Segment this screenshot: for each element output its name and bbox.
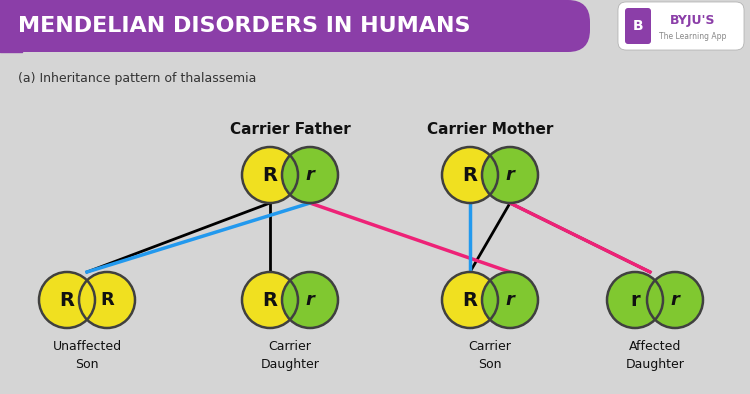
Text: Carrier Mother: Carrier Mother — [427, 122, 554, 137]
Text: R: R — [100, 291, 114, 309]
Text: R: R — [59, 290, 74, 310]
FancyBboxPatch shape — [618, 2, 744, 50]
FancyBboxPatch shape — [0, 0, 590, 52]
Text: R: R — [463, 165, 478, 184]
Circle shape — [242, 272, 298, 328]
Text: Carrier
Daughter: Carrier Daughter — [260, 340, 320, 371]
Text: R: R — [262, 290, 278, 310]
Circle shape — [39, 272, 95, 328]
Circle shape — [242, 147, 298, 203]
FancyBboxPatch shape — [625, 8, 651, 44]
Text: Carrier Father: Carrier Father — [230, 122, 350, 137]
Text: R: R — [262, 165, 278, 184]
Text: r: r — [630, 290, 640, 310]
Text: Unaffected
Son: Unaffected Son — [53, 340, 122, 371]
Text: r: r — [670, 291, 680, 309]
Text: B: B — [633, 19, 644, 33]
Circle shape — [482, 272, 538, 328]
Text: Carrier
Son: Carrier Son — [469, 340, 512, 371]
Text: r: r — [506, 166, 515, 184]
Circle shape — [79, 272, 135, 328]
Text: r: r — [506, 291, 515, 309]
Text: MENDELIAN DISORDERS IN HUMANS: MENDELIAN DISORDERS IN HUMANS — [18, 16, 470, 36]
Text: R: R — [463, 290, 478, 310]
Text: The Learning App: The Learning App — [659, 32, 727, 41]
Circle shape — [442, 147, 498, 203]
Circle shape — [482, 147, 538, 203]
Circle shape — [282, 147, 338, 203]
Circle shape — [647, 272, 703, 328]
Text: (a) Inheritance pattern of thalassemia: (a) Inheritance pattern of thalassemia — [18, 72, 256, 85]
Circle shape — [442, 272, 498, 328]
Text: r: r — [305, 166, 314, 184]
Circle shape — [282, 272, 338, 328]
Text: BYJU'S: BYJU'S — [670, 13, 716, 26]
Text: Affected
Daughter: Affected Daughter — [626, 340, 685, 371]
Text: r: r — [305, 291, 314, 309]
Circle shape — [607, 272, 663, 328]
